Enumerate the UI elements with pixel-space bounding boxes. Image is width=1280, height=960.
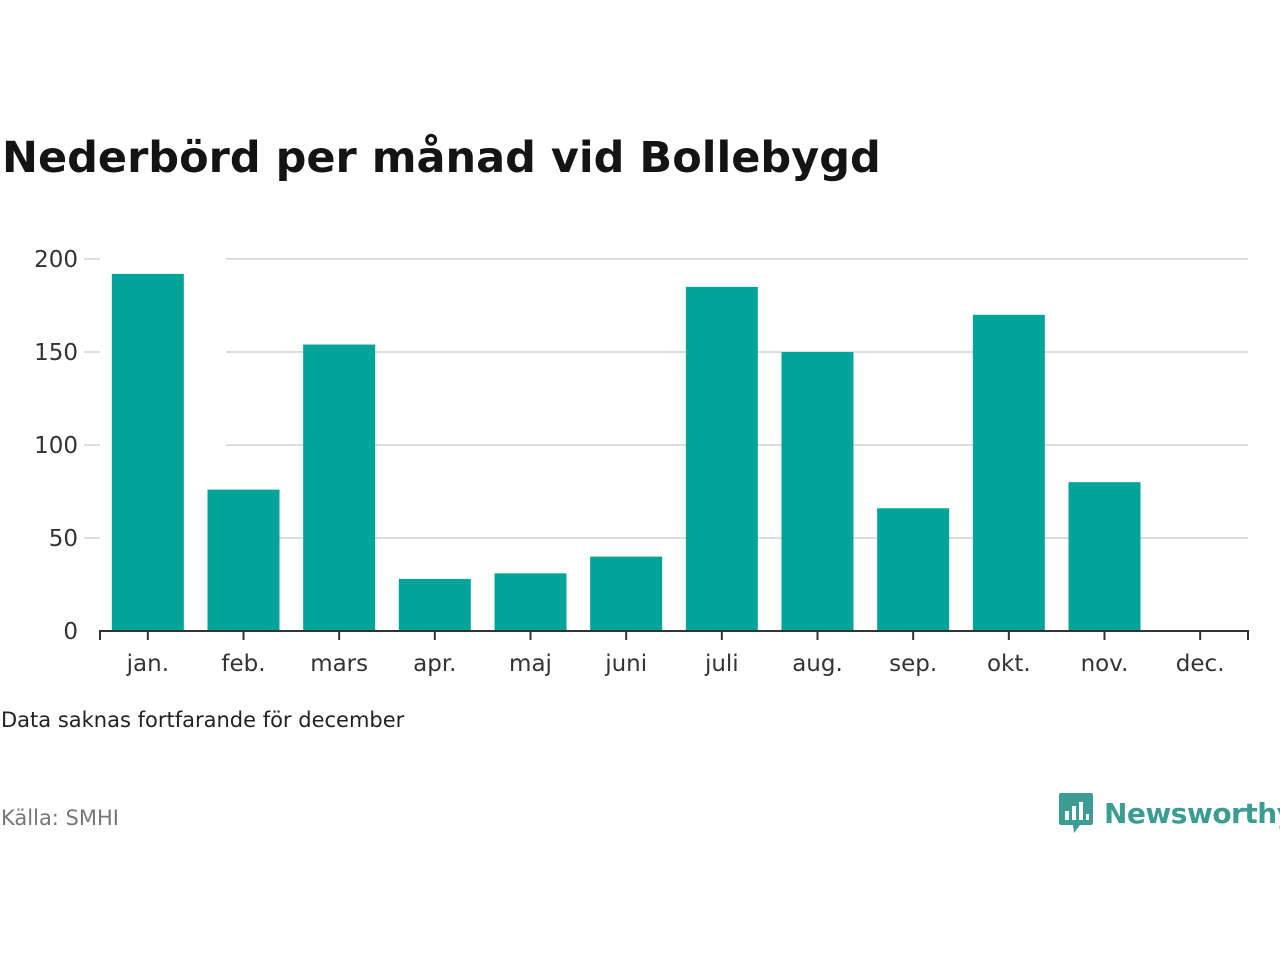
y-tick-label: 200 bbox=[34, 247, 78, 273]
x-axis-ticks: jan. feb. mars apr. maj juni juli aug. sep. okt. n… bbox=[126, 631, 1225, 677]
x-tick-label: juli bbox=[704, 651, 739, 677]
bar-chart: 0 50 100 150 200 jan. feb. mars apr. maj juni juli… bbox=[34, 247, 1249, 677]
x-tick-label: sep. bbox=[889, 651, 937, 677]
y-tick-label: 150 bbox=[34, 340, 78, 366]
bar-4 bbox=[494, 573, 567, 631]
bar-7 bbox=[781, 352, 854, 631]
bar-2 bbox=[303, 344, 376, 631]
y-tick-label: 100 bbox=[34, 433, 78, 459]
source-label: Källa: SMHI bbox=[1, 806, 119, 830]
bar-6 bbox=[685, 286, 758, 631]
brand-name: Newsworthy bbox=[1104, 796, 1280, 830]
y-axis-ticks: 0 50 100 150 200 bbox=[34, 247, 78, 645]
x-tick-label: okt. bbox=[987, 651, 1031, 677]
x-tick-label: jan. bbox=[126, 651, 169, 677]
x-tick-label: nov. bbox=[1081, 651, 1129, 677]
x-tick-label: aug. bbox=[792, 651, 843, 677]
bar-3 bbox=[398, 578, 471, 631]
bar-5 bbox=[590, 556, 663, 631]
bar-9 bbox=[972, 314, 1045, 631]
bar-8 bbox=[877, 508, 950, 631]
bars bbox=[111, 273, 1141, 631]
y-tick-label: 0 bbox=[63, 619, 78, 645]
y-tick-label: 50 bbox=[49, 526, 78, 552]
x-tick-label: maj bbox=[509, 651, 552, 677]
x-axis bbox=[99, 630, 1249, 640]
x-tick-label: dec. bbox=[1176, 651, 1225, 677]
x-tick-label: apr. bbox=[413, 651, 456, 677]
chart-title: Nederbörd per månad vid Bollebygd bbox=[2, 133, 881, 183]
x-tick-label: feb. bbox=[221, 651, 265, 677]
bar-10 bbox=[1068, 482, 1141, 631]
bar-0 bbox=[111, 273, 184, 631]
chart-note: Data saknas fortfarande för december bbox=[1, 708, 405, 732]
bar-1 bbox=[207, 489, 280, 631]
newsworthy-logo-icon bbox=[1059, 793, 1093, 833]
x-tick-label: juni bbox=[604, 651, 647, 677]
x-tick-label: mars bbox=[310, 651, 368, 677]
brand-logo: Newsworthy bbox=[1058, 790, 1280, 836]
